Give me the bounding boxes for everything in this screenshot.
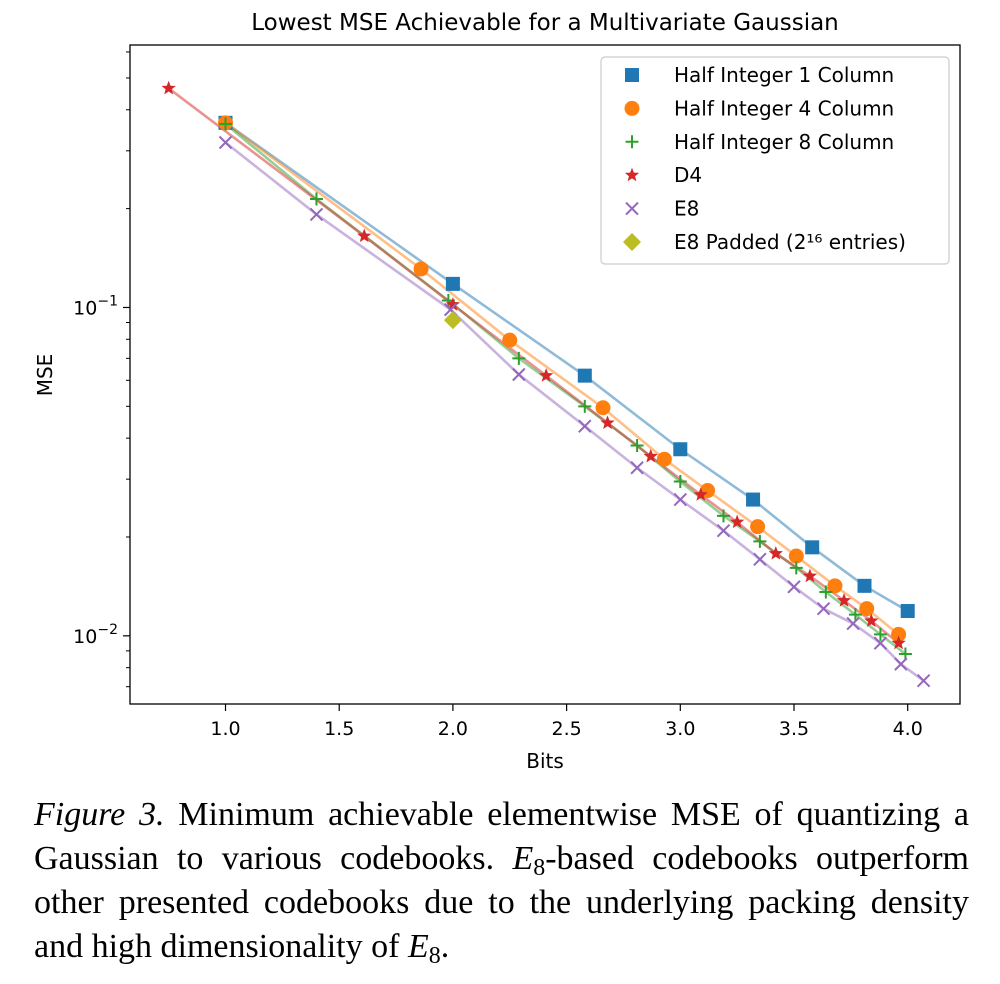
caption-math-sub: 8 <box>533 855 546 881</box>
legend-label-0: Half Integer 1 Column <box>674 63 894 87</box>
legend-marker-2 <box>625 135 639 149</box>
data-point-4-12 <box>873 636 888 650</box>
legend-label-3: D4 <box>674 163 702 187</box>
data-point-2-4 <box>578 399 592 413</box>
x-tick-label-0: 1.0 <box>210 718 240 740</box>
series-markers <box>161 80 931 688</box>
legend-label-2: Half Integer 8 Column <box>674 130 894 154</box>
caption-math-base: E <box>512 840 534 877</box>
data-point-1-6 <box>750 519 766 535</box>
data-point-0-4 <box>746 492 761 507</box>
data-point-2-5 <box>630 438 644 452</box>
data-point-3-7 <box>730 514 745 529</box>
data-point-3-2 <box>445 297 461 311</box>
data-point-2-0 <box>219 117 233 131</box>
chart-title: Lowest MSE Achievable for a Multivariate… <box>251 10 839 36</box>
data-point-3-8 <box>768 546 783 560</box>
legend-box <box>600 56 950 265</box>
data-point-4-11 <box>846 616 860 631</box>
x-axis: 1.0 1.5 2.0 2.5 3.0 3.5 4.0 <box>210 704 923 740</box>
data-point-1-10 <box>891 626 907 642</box>
data-point-3-6 <box>693 487 708 501</box>
data-point-2-3 <box>512 351 526 365</box>
data-point-4-8 <box>753 552 767 567</box>
data-point-4-3 <box>512 367 526 382</box>
data-point-5-0 <box>443 311 462 330</box>
data-point-4-4 <box>578 419 592 433</box>
data-point-3-11 <box>864 613 879 628</box>
data-point-2-1 <box>309 192 323 206</box>
x-tick-label-1: 1.5 <box>324 718 354 740</box>
caption-text-2: -based codebooks outperform other presen… <box>34 840 969 965</box>
data-point-3-10 <box>836 593 852 607</box>
mse-chart: Lowest MSE Achievable for a Multivariate… <box>33 10 961 773</box>
data-point-3-9 <box>802 568 818 583</box>
data-point-2-6 <box>673 475 687 489</box>
data-point-4-0 <box>218 135 233 150</box>
data-point-0-7 <box>900 604 915 619</box>
data-point-4-7 <box>716 523 731 538</box>
data-point-2-7 <box>717 509 731 523</box>
legend-marker-5 <box>623 233 641 251</box>
x-tick-label-6: 4.0 <box>893 718 923 740</box>
data-point-3-3 <box>539 368 554 382</box>
data-point-4-1 <box>309 207 324 222</box>
x-tick-label-2: 2.0 <box>438 718 468 740</box>
data-point-4-9 <box>787 580 801 594</box>
plot-frame <box>129 44 961 705</box>
y-tick-label-1: 10−2 <box>73 622 118 648</box>
y-axis: 10−1 10−2 <box>73 51 130 688</box>
data-point-3-1 <box>357 228 372 243</box>
x-tick-label-3: 2.5 <box>551 718 581 740</box>
data-point-1-8 <box>827 578 843 594</box>
data-point-2-12 <box>873 627 887 641</box>
caption-math2-base: E <box>407 928 429 965</box>
caption-lead: Figure 3. <box>34 796 165 833</box>
figure-caption: Figure 3. Minimum achievable elementwise… <box>34 793 969 969</box>
legend-label-5: E8 Padded (2¹⁶ entries) <box>674 230 906 254</box>
legend: Half Integer 1 Column Half Integer 4 Colu… <box>600 56 950 265</box>
data-point-3-4 <box>600 415 615 429</box>
data-point-0-5 <box>805 540 820 555</box>
data-point-4-6 <box>673 492 688 507</box>
data-point-1-1 <box>413 261 429 277</box>
data-point-3-5 <box>643 448 658 463</box>
legend-marker-1 <box>624 100 640 116</box>
caption-math-e8-end: E8 <box>407 928 441 968</box>
data-point-0-2 <box>577 368 592 383</box>
caption-text-3: . <box>440 928 450 965</box>
caption-math-e8: E8 <box>512 840 545 880</box>
legend-marker-3 <box>624 167 640 182</box>
data-point-4-13 <box>894 657 908 671</box>
data-point-2-11 <box>848 608 862 622</box>
y-axis-label: MSE <box>33 354 57 397</box>
series-line-0 <box>224 121 909 613</box>
data-point-1-4 <box>656 451 672 467</box>
data-point-1-3 <box>595 400 611 416</box>
caption-math2-sub: 8 <box>428 943 441 969</box>
data-point-4-14 <box>916 674 931 688</box>
data-point-1-2 <box>502 332 518 348</box>
legend-label-4: E8 <box>674 197 699 221</box>
data-point-4-5 <box>630 461 644 475</box>
x-axis-label: Bits <box>526 749 564 773</box>
data-point-2-8 <box>753 534 767 548</box>
legend-label-1: Half Integer 4 Column <box>674 96 894 120</box>
legend-marker-0 <box>625 68 639 82</box>
caption-text-1: Minimum achievable elementwise MSE of qu… <box>34 796 970 877</box>
data-point-1-7 <box>788 548 804 564</box>
data-point-4-10 <box>816 601 831 616</box>
data-point-3-0 <box>161 80 176 95</box>
data-point-3-12 <box>891 635 906 650</box>
data-point-0-6 <box>857 578 872 593</box>
data-point-0-3 <box>673 442 688 457</box>
data-point-1-9 <box>859 601 875 617</box>
data-point-2-9 <box>789 561 803 575</box>
legend-marker-4 <box>625 201 639 216</box>
data-point-0-1 <box>445 276 460 291</box>
data-point-2-10 <box>819 585 833 599</box>
y-tick-label-0: 10−1 <box>73 293 118 319</box>
x-tick-label-5: 3.5 <box>779 718 809 740</box>
x-tick-label-4: 3.0 <box>665 718 695 740</box>
